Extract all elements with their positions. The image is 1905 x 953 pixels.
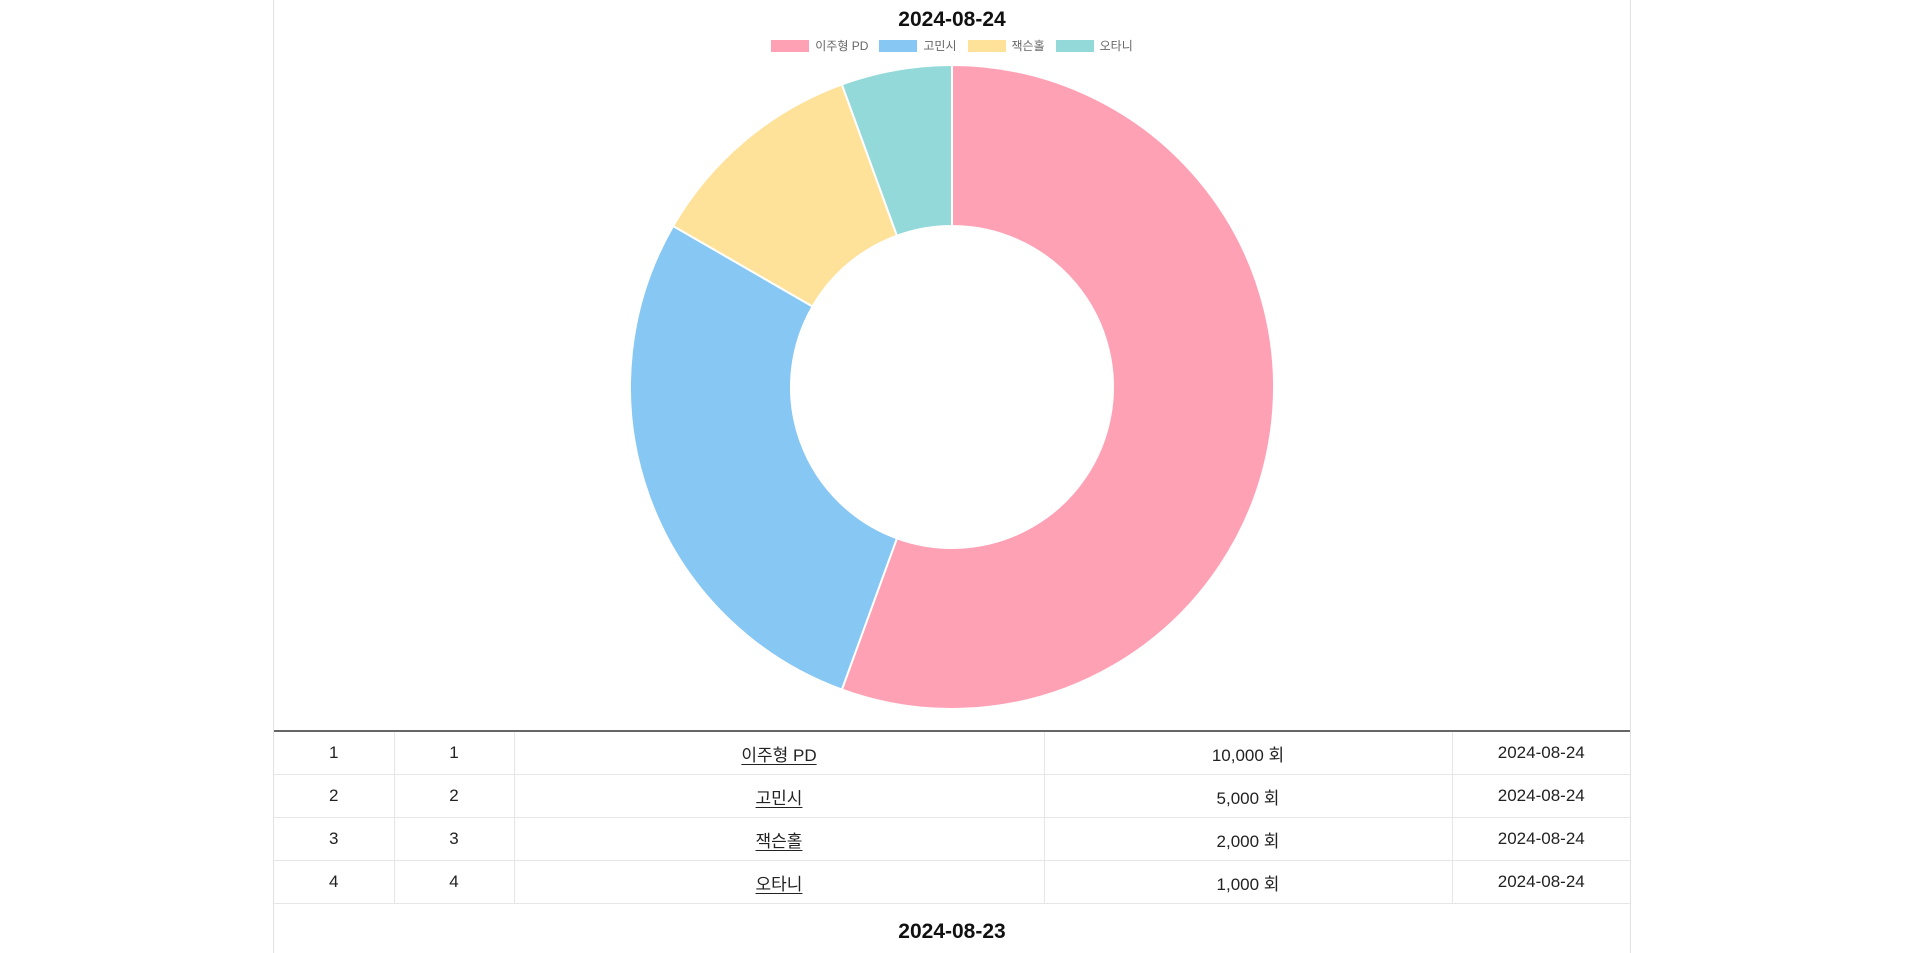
- number-cell: 4: [394, 860, 515, 904]
- donut-slice[interactable]: [840, 63, 953, 237]
- views-cell: 5,000 회: [1044, 774, 1453, 818]
- date-cell: 2024-08-24: [1452, 860, 1630, 904]
- legend-item[interactable]: 이주형 PD: [771, 37, 868, 54]
- date-cell: 2024-08-24: [1452, 731, 1630, 775]
- legend-item[interactable]: 오타니: [1055, 37, 1133, 54]
- legend-swatch: [967, 39, 1006, 52]
- donut-slice[interactable]: [671, 83, 899, 308]
- ranking-table: 1 1 이주형 PD 10,000 회 2024-08-24 2 2 고민시 5…: [274, 730, 1630, 904]
- date-cell: 2024-08-24: [1452, 774, 1630, 818]
- legend-swatch: [879, 39, 918, 52]
- legend-swatch: [771, 39, 810, 52]
- chart-legend: 이주형 PD 고민시 잭슨홀 오타니: [274, 37, 1630, 54]
- keyword-link[interactable]: 이주형 PD: [741, 745, 817, 765]
- table-row: 3 3 잭슨홀 2,000 회 2024-08-24: [274, 817, 1630, 861]
- donut-slice[interactable]: [629, 224, 899, 691]
- number-cell: 2: [394, 774, 515, 818]
- donut-slice[interactable]: [840, 63, 1275, 710]
- keyword-link[interactable]: 오타니: [755, 874, 803, 894]
- legend-label: 고민시: [923, 39, 957, 53]
- next-chart-title: 2024-08-23: [898, 920, 1006, 943]
- keyword-link[interactable]: 고민시: [755, 788, 803, 808]
- legend-item[interactable]: 잭슨홀: [967, 37, 1045, 54]
- rank-cell: 4: [274, 860, 395, 904]
- rank-cell: 3: [274, 817, 395, 861]
- chart-title: 2024-08-24: [898, 8, 1006, 31]
- rank-cell: 1: [274, 731, 395, 775]
- legend-label: 오타니: [1099, 39, 1133, 53]
- table-row: 2 2 고민시 5,000 회 2024-08-24: [274, 774, 1630, 818]
- date-cell: 2024-08-24: [1452, 817, 1630, 861]
- rank-cell: 2: [274, 774, 395, 818]
- keyword-link[interactable]: 잭슨홀: [755, 831, 803, 851]
- name-cell: 오타니: [514, 860, 1045, 904]
- legend-label: 이주형 PD: [815, 39, 869, 53]
- name-cell: 이주형 PD: [514, 731, 1045, 775]
- views-cell: 1,000 회: [1044, 860, 1453, 904]
- name-cell: 잭슨홀: [514, 817, 1045, 861]
- legend-swatch: [1055, 39, 1094, 52]
- legend-item[interactable]: 고민시: [879, 37, 957, 54]
- donut-chart: [629, 63, 1275, 710]
- name-cell: 고민시: [514, 774, 1045, 818]
- table-row: 4 4 오타니 1,000 회 2024-08-24: [274, 860, 1630, 904]
- number-cell: 3: [394, 817, 515, 861]
- table-row: 1 1 이주형 PD 10,000 회 2024-08-24: [274, 731, 1630, 775]
- content-panel: 2024-08-24 이주형 PD 고민시 잭슨홀 오타니 1 1 이주형 PD: [273, 0, 1631, 953]
- number-cell: 1: [394, 731, 515, 775]
- legend-label: 잭슨홀: [1011, 39, 1045, 53]
- views-cell: 10,000 회: [1044, 731, 1453, 775]
- views-cell: 2,000 회: [1044, 817, 1453, 861]
